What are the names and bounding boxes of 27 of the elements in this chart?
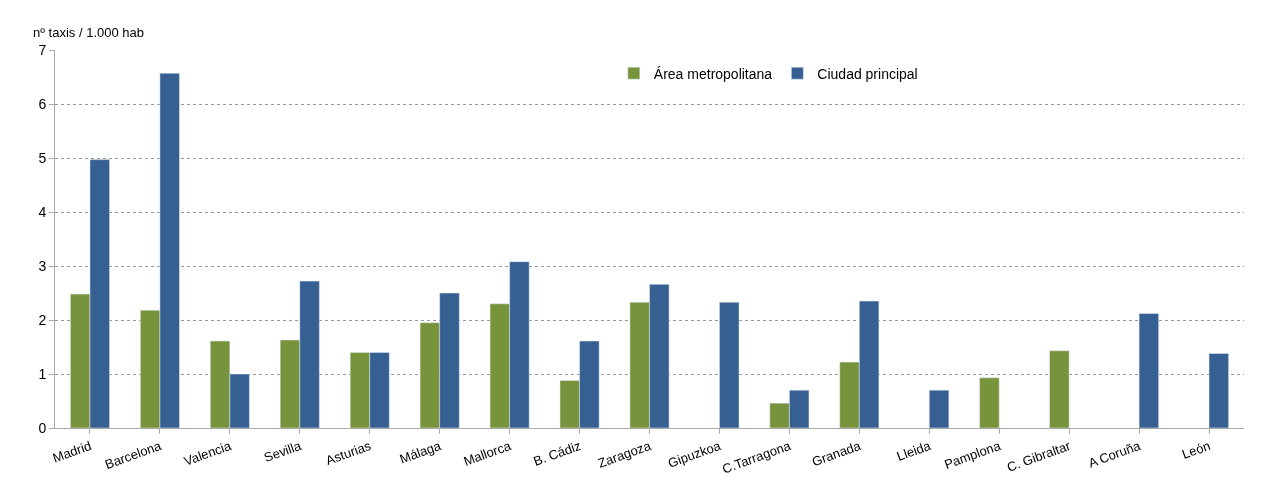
- y-tick-label: 5: [38, 149, 47, 166]
- bar: [929, 389, 950, 428]
- x-tick-label: Asturias: [323, 437, 374, 469]
- x-tick-label: Lleida: [894, 437, 934, 464]
- bar: [719, 301, 740, 428]
- y-tick-label: 4: [38, 203, 47, 220]
- y-tick-label: 1: [38, 365, 47, 382]
- y-tick-label: 3: [38, 257, 47, 274]
- x-tick-label: León: [1179, 437, 1213, 462]
- x-tick-label: Valencia: [182, 437, 234, 469]
- x-tick-label: A Coruña: [1086, 437, 1144, 471]
- bar: [1138, 313, 1159, 428]
- x-tick-label: Madrid: [50, 437, 94, 466]
- y-axis-title: nº taxis / 1.000 hab: [33, 25, 144, 40]
- legend-label: Ciudad principal: [817, 65, 918, 82]
- x-tick-label: Málaga: [397, 437, 444, 467]
- x-tick-label: B. Cádiz: [531, 437, 583, 469]
- y-tick-label: 7: [38, 41, 47, 58]
- legend-label: Área metropolitana: [653, 65, 773, 82]
- x-tick-label: C. Gibraltar: [1004, 437, 1074, 475]
- bar: [979, 377, 1000, 428]
- y-tick-label: 0: [38, 419, 47, 436]
- bar: [1208, 353, 1229, 428]
- bar: [1049, 350, 1070, 428]
- y-tick-label: 2: [38, 311, 47, 328]
- x-tick-label: Sevilla: [261, 437, 304, 466]
- y-tick-label: 6: [38, 95, 47, 112]
